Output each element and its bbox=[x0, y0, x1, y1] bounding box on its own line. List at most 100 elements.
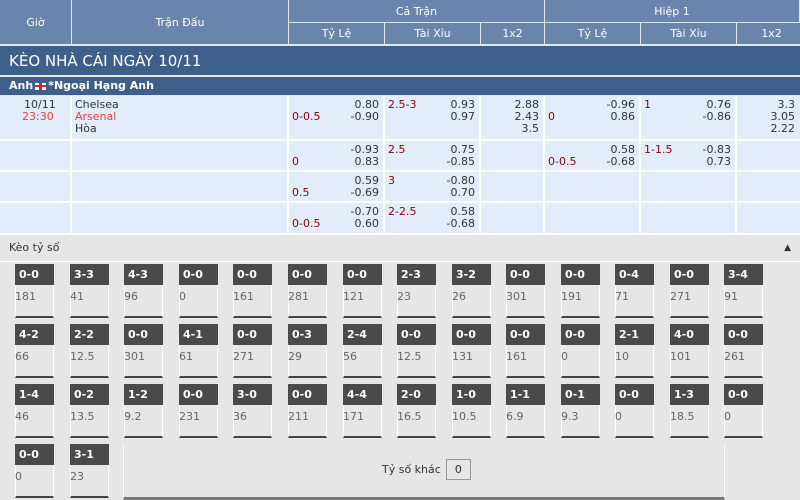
score-card[interactable]: 0-3 29 bbox=[288, 324, 327, 378]
score-card[interactable]: 0-0 0 bbox=[179, 264, 218, 318]
score-label: 4-0 bbox=[670, 324, 709, 345]
score-card[interactable]: 0-0 12.5 bbox=[397, 324, 436, 378]
col-h1-1x2: 1x2 bbox=[737, 23, 800, 45]
odds-1x2[interactable]: 3.5 bbox=[521, 122, 540, 135]
score-card[interactable]: 2-2 12.5 bbox=[70, 324, 109, 378]
score-card[interactable]: 4-3 96 bbox=[124, 264, 163, 318]
score-card[interactable]: 0-0 271 bbox=[670, 264, 709, 318]
score-card[interactable]: 0-0 161 bbox=[506, 324, 545, 378]
score-card[interactable]: 2-3 23 bbox=[397, 264, 436, 318]
score-card[interactable]: 3-0 36 bbox=[233, 384, 272, 438]
score-card[interactable]: 3-1 23 bbox=[70, 444, 109, 498]
score-card[interactable]: 2-1 10 bbox=[615, 324, 654, 378]
odds-value[interactable]: 0.86 bbox=[610, 110, 636, 123]
score-card[interactable]: 0-0 271 bbox=[233, 324, 272, 378]
odds-cell bbox=[72, 141, 289, 172]
caret-up-icon[interactable]: ▲ bbox=[784, 243, 791, 253]
odds-value[interactable]: 0.58 bbox=[450, 205, 476, 218]
away-team[interactable]: Arsenal bbox=[75, 110, 117, 123]
score-card[interactable]: 0-0 211 bbox=[288, 384, 327, 438]
odds-value[interactable]: 0.73 bbox=[706, 155, 732, 168]
odds-value[interactable]: 0.58 bbox=[610, 143, 636, 156]
score-card[interactable]: 2-0 16.5 bbox=[397, 384, 436, 438]
odds-cell: 3.3 3.05 2.22 bbox=[737, 96, 800, 141]
score-label: 0-0 bbox=[343, 264, 382, 285]
odds-value[interactable]: 0.83 bbox=[354, 155, 380, 168]
score-card[interactable]: 1-0 10.5 bbox=[452, 384, 491, 438]
score-card[interactable]: 0-1 9.3 bbox=[561, 384, 600, 438]
odds-value[interactable]: 0.93 bbox=[450, 98, 476, 111]
score-card[interactable]: 1-3 18.5 bbox=[670, 384, 709, 438]
odds-cell bbox=[545, 172, 641, 203]
odds-1x2[interactable]: 2.22 bbox=[770, 122, 796, 135]
odds-1x2[interactable]: 2.88 bbox=[514, 98, 540, 111]
odds-value[interactable]: -0.68 bbox=[446, 217, 475, 230]
score-card[interactable]: 0-0 181 bbox=[15, 264, 54, 318]
score-card[interactable]: 0-0 191 bbox=[561, 264, 600, 318]
odds-value[interactable]: -0.80 bbox=[446, 174, 475, 187]
score-card[interactable]: 0-0 0 bbox=[561, 324, 600, 378]
other-score-value[interactable]: 0 bbox=[445, 459, 471, 480]
score-label: 0-2 bbox=[70, 384, 109, 405]
odds-value[interactable]: 0.59 bbox=[354, 174, 380, 187]
odds-value[interactable]: -0.96 bbox=[606, 98, 635, 111]
odds-cell bbox=[481, 172, 545, 203]
score-card[interactable]: 0-0 131 bbox=[452, 324, 491, 378]
odds-value[interactable]: -0.69 bbox=[350, 186, 379, 199]
score-card[interactable]: 0-0 0 bbox=[724, 384, 763, 438]
odds-value[interactable]: -0.85 bbox=[446, 155, 475, 168]
home-team[interactable]: Chelsea bbox=[75, 98, 119, 111]
score-card[interactable]: 4-0 101 bbox=[670, 324, 709, 378]
score-card[interactable]: 3-4 91 bbox=[724, 264, 763, 318]
odds-value[interactable]: -0.83 bbox=[702, 143, 731, 156]
score-card[interactable]: 0-0 261 bbox=[724, 324, 763, 378]
other-score-label: Tỷ số khác bbox=[382, 463, 441, 476]
odds-cell: 1 0.76 -0.86 bbox=[641, 96, 737, 141]
odds-value[interactable]: -0.90 bbox=[350, 110, 379, 123]
score-card[interactable]: 4-4 171 bbox=[343, 384, 382, 438]
score-label: 0-0 bbox=[124, 324, 163, 345]
score-card[interactable]: 0-4 71 bbox=[615, 264, 654, 318]
odds-value[interactable]: 0.76 bbox=[706, 98, 732, 111]
score-card[interactable]: 4-2 66 bbox=[15, 324, 54, 378]
score-card[interactable]: 0-0 301 bbox=[124, 324, 163, 378]
odds-cell: 2.5 0.75 -0.85 bbox=[385, 141, 481, 172]
league-header[interactable]: Anh *Ngoại Hạng Anh bbox=[0, 77, 800, 95]
score-card[interactable]: 0-0 161 bbox=[233, 264, 272, 318]
score-label: 0-0 bbox=[15, 444, 54, 465]
score-odds: 231 bbox=[179, 410, 200, 423]
score-card[interactable]: 1-1 6.9 bbox=[506, 384, 545, 438]
odds-value[interactable]: -0.70 bbox=[350, 205, 379, 218]
score-card[interactable]: 0-0 121 bbox=[343, 264, 382, 318]
odds-value[interactable]: 0.97 bbox=[450, 110, 476, 123]
odds-value[interactable]: -0.93 bbox=[350, 143, 379, 156]
score-card[interactable]: 0-0 0 bbox=[15, 444, 54, 498]
score-odds: 66 bbox=[15, 350, 29, 363]
odds-1x2[interactable]: 2.43 bbox=[514, 110, 540, 123]
odds-value[interactable]: -0.86 bbox=[702, 110, 731, 123]
score-card[interactable]: 4-1 61 bbox=[179, 324, 218, 378]
score-label: 0-1 bbox=[561, 384, 600, 405]
col-h1-tai-xiu: Tài Xỉu bbox=[641, 23, 737, 45]
score-card[interactable]: 0-0 281 bbox=[288, 264, 327, 318]
score-label: 3-4 bbox=[724, 264, 763, 285]
odds-value[interactable]: 0.75 bbox=[450, 143, 476, 156]
correct-score-header[interactable]: Kèo tỷ số ▲ bbox=[0, 235, 800, 262]
odds-1x2[interactable]: 3.05 bbox=[770, 110, 796, 123]
score-card[interactable]: 1-4 46 bbox=[15, 384, 54, 438]
odds-value[interactable]: 0.70 bbox=[450, 186, 476, 199]
score-card[interactable]: 0-2 13.5 bbox=[70, 384, 109, 438]
score-odds: 23 bbox=[397, 290, 411, 303]
score-card[interactable]: 2-4 56 bbox=[343, 324, 382, 378]
score-card[interactable]: 3-3 41 bbox=[70, 264, 109, 318]
match-time: 23:30 bbox=[22, 110, 54, 123]
score-card[interactable]: 1-2 9.2 bbox=[124, 384, 163, 438]
score-card[interactable]: 0-0 0 bbox=[615, 384, 654, 438]
odds-value[interactable]: 0.80 bbox=[354, 98, 380, 111]
odds-value[interactable]: -0.68 bbox=[606, 155, 635, 168]
score-card[interactable]: 0-0 301 bbox=[506, 264, 545, 318]
score-card[interactable]: 3-2 26 bbox=[452, 264, 491, 318]
score-card[interactable]: 0-0 231 bbox=[179, 384, 218, 438]
odds-value[interactable]: 0.60 bbox=[354, 217, 380, 230]
odds-1x2[interactable]: 3.3 bbox=[777, 98, 796, 111]
